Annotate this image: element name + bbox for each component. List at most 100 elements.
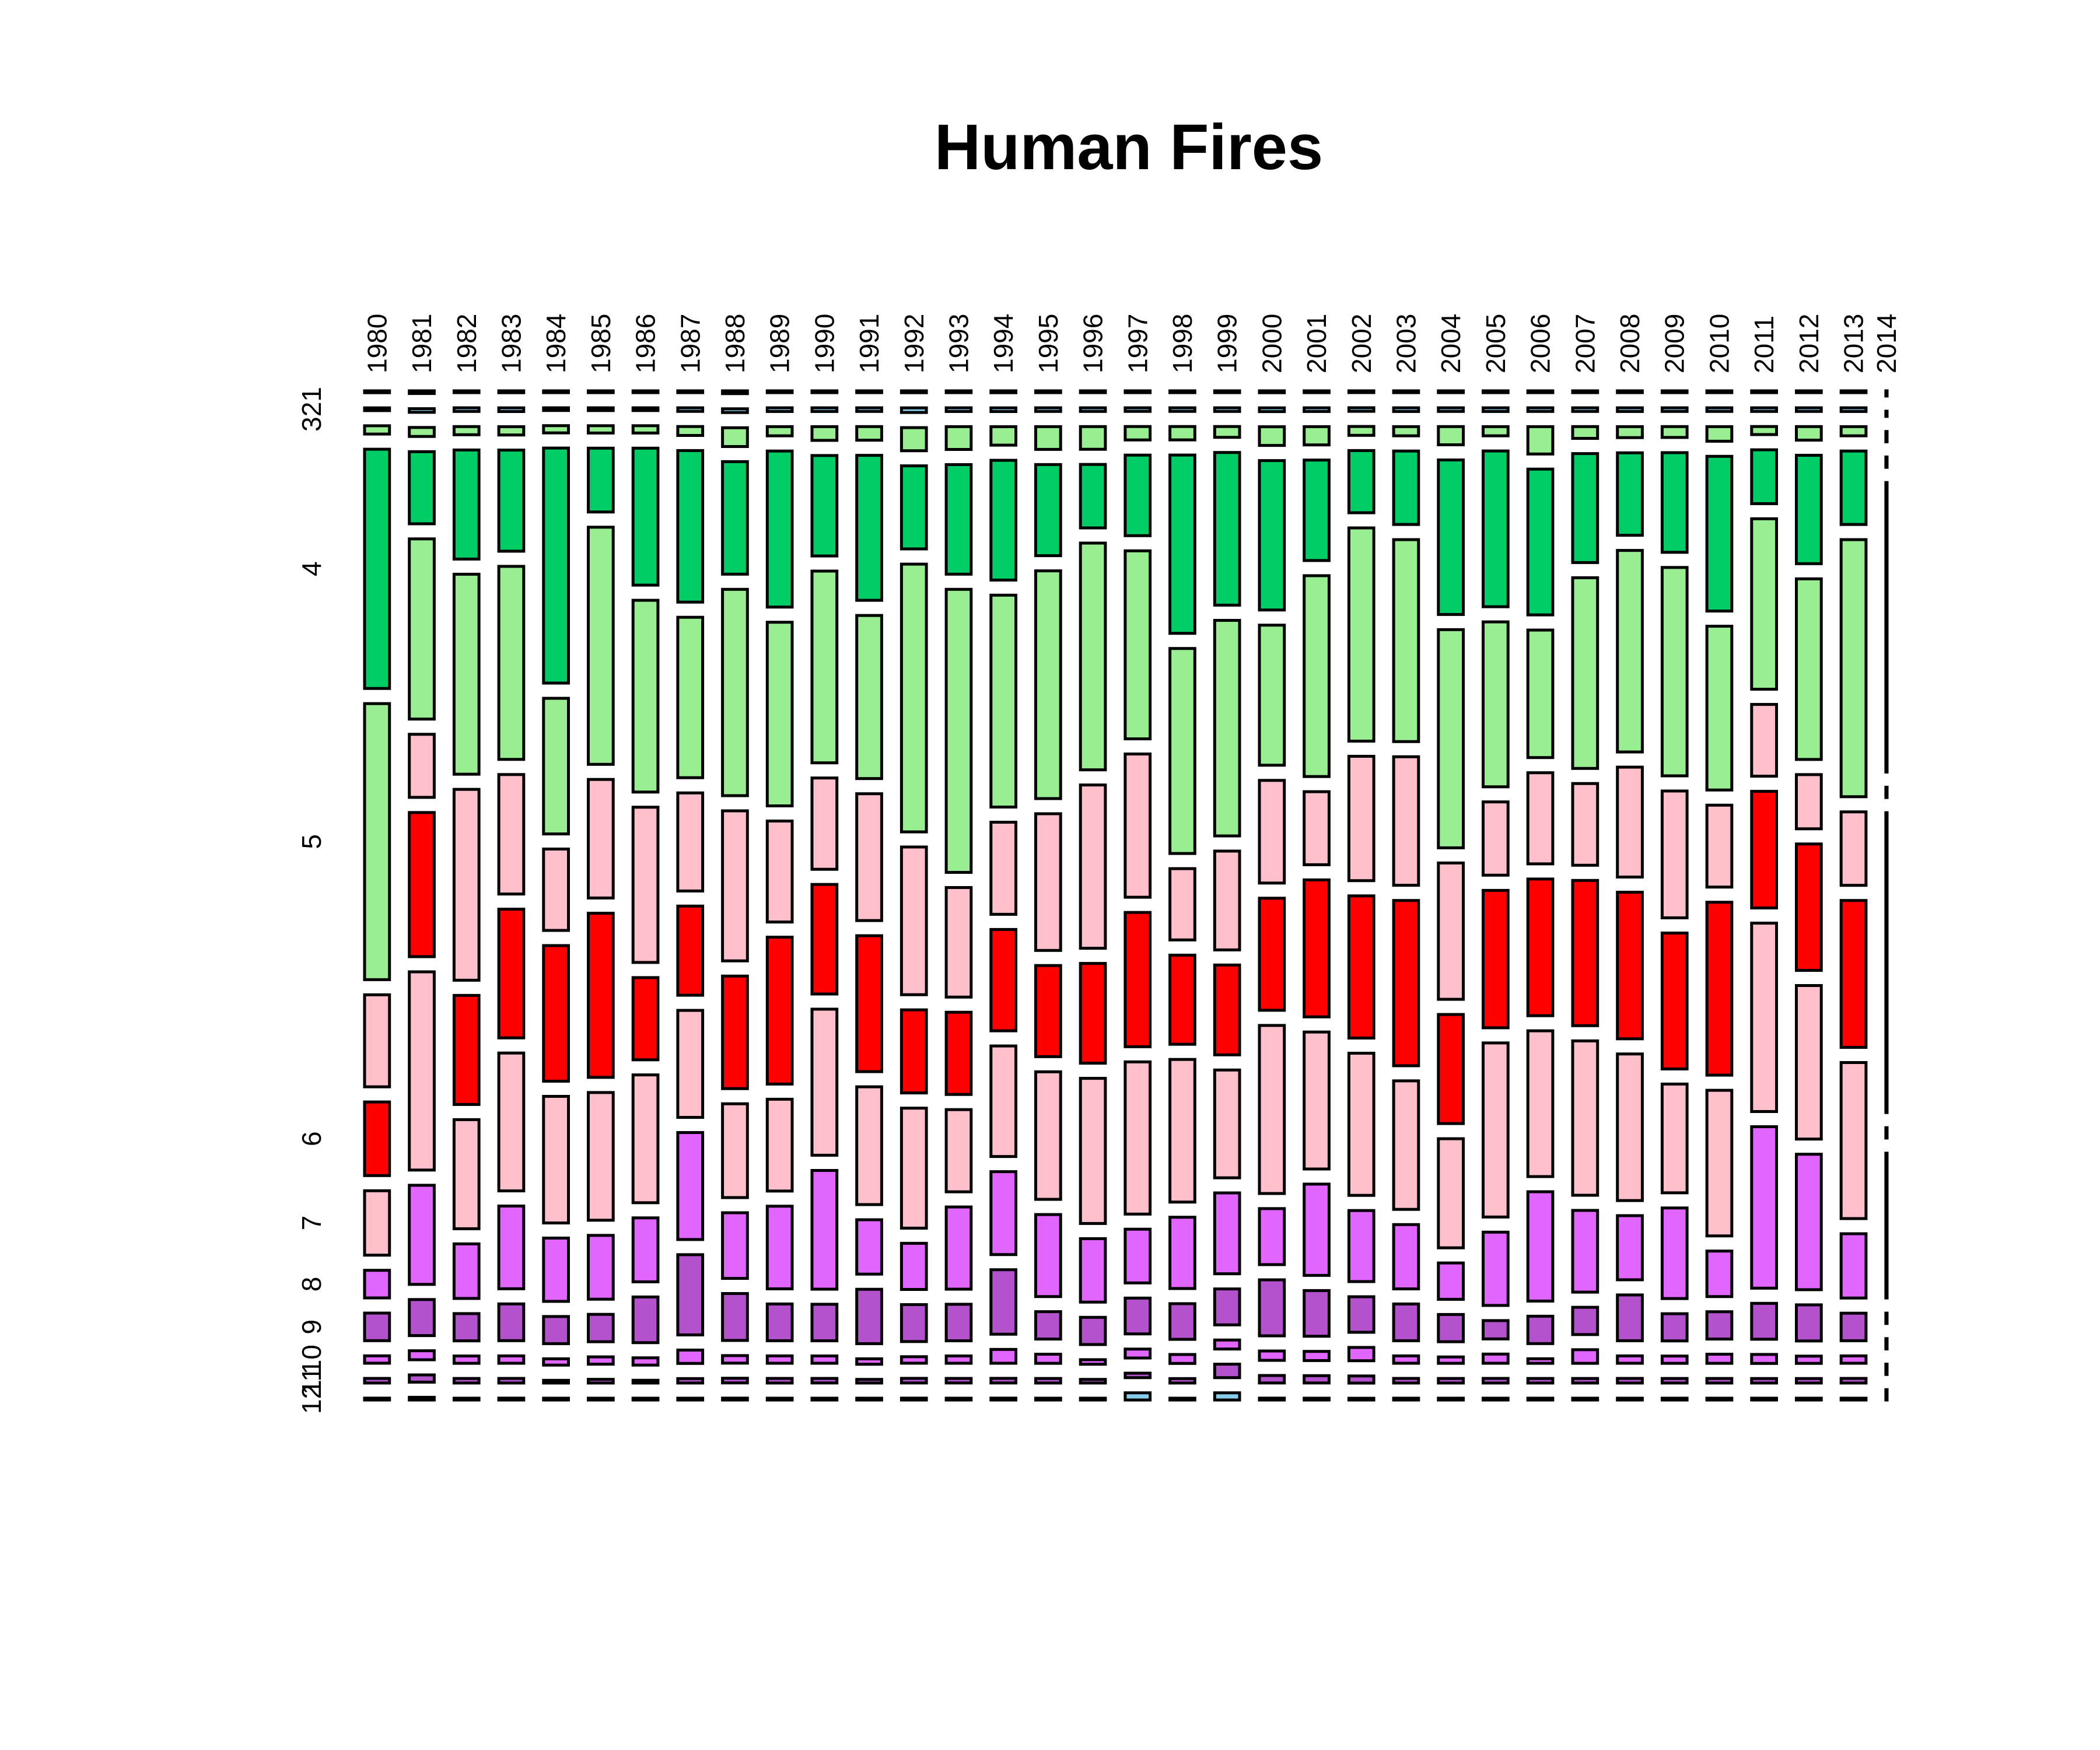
mosaic-cell-2011-8 (1750, 922, 1779, 1113)
mosaic-cell-2014-2 (1884, 410, 1889, 418)
mosaic-cell-2012-8 (1795, 984, 1823, 1141)
mosaic-cell-2001-2 (1303, 406, 1331, 413)
mosaic-cell-1994-8 (989, 1044, 1018, 1158)
mosaic-cell-1998-11 (1168, 1353, 1196, 1365)
mosaic-cell-1991-1 (855, 389, 883, 394)
chart-title: Human Fires (935, 111, 1323, 183)
mosaic-cell-1998-9 (1168, 1216, 1196, 1290)
mosaic-cell-1985-4 (587, 446, 615, 514)
mosaic-cell-2007-2 (1571, 406, 1600, 413)
mosaic-cell-2012-4 (1795, 454, 1823, 565)
mosaic-cell-1997-7 (1124, 911, 1152, 1048)
mosaic-cell-2000-8 (1258, 1024, 1286, 1195)
mosaic-cell-2000-1 (1258, 389, 1286, 394)
mosaic-cell-1999-7 (1213, 963, 1241, 1056)
mosaic-cell-2010-10 (1705, 1310, 1734, 1340)
mosaic-cell-1987-9 (676, 1131, 705, 1241)
mosaic-cell-2014-5 (1884, 481, 1889, 774)
mosaic-cell-1987-13 (676, 1396, 705, 1402)
mosaic-cell-1980-4 (363, 447, 391, 690)
mosaic-cell-2007-5 (1571, 576, 1600, 770)
mosaic-cell-1980-9 (363, 1269, 391, 1300)
mosaic-cell-1980-11 (363, 1354, 391, 1365)
mosaic-cell-1984-3 (542, 424, 570, 435)
mosaic-cell-2004-4 (1437, 459, 1465, 616)
mosaic-cell-1988-6 (721, 809, 749, 963)
mosaic-cell-1983-4 (497, 449, 526, 553)
mosaic-cell-1994-3 (989, 425, 1018, 447)
mosaic-cell-1981-12 (408, 1373, 436, 1384)
mosaic-cell-1987-4 (676, 449, 705, 604)
mosaic-cell-1995-5 (1034, 569, 1062, 800)
mosaic-cell-2009-4 (1660, 451, 1689, 554)
mosaic-cell-1997-4 (1124, 453, 1152, 537)
mosaic-cell-1997-12 (1124, 1371, 1152, 1380)
mosaic-cell-2011-11 (1750, 1353, 1779, 1365)
x-tick-label-1992: 1992 (899, 314, 929, 373)
mosaic-cell-2011-10 (1750, 1301, 1779, 1341)
mosaic-cell-1983-11 (497, 1354, 526, 1365)
mosaic-cell-1996-8 (1079, 1077, 1107, 1225)
mosaic-cell-1991-4 (855, 454, 883, 602)
mosaic-cell-2003-1 (1392, 389, 1420, 394)
mosaic-cell-2006-6 (1526, 771, 1555, 866)
mosaic-cell-2007-12 (1571, 1377, 1600, 1385)
mosaic-cell-2005-7 (1482, 888, 1510, 1030)
mosaic-cell-1987-12 (676, 1377, 705, 1385)
x-tick-label-2012: 2012 (1794, 314, 1824, 373)
mosaic-cell-1981-9 (408, 1184, 436, 1286)
mosaic-cell-1988-10 (721, 1292, 749, 1342)
mosaic-cell-1987-2 (676, 406, 705, 413)
mosaic-cell-1993-1 (944, 389, 973, 394)
mosaic-cell-1988-5 (721, 587, 749, 797)
mosaic-cell-2008-8 (1616, 1052, 1644, 1202)
mosaic-cell-1993-12 (944, 1377, 973, 1385)
x-tick-label-2014: 2014 (1871, 314, 1902, 373)
mosaic-cell-1986-10 (631, 1295, 660, 1345)
mosaic-cell-1994-13 (989, 1396, 1018, 1402)
mosaic-cell-1984-2 (542, 406, 570, 412)
mosaic-cell-2000-12 (1258, 1374, 1286, 1385)
mosaic-cell-2001-11 (1303, 1350, 1331, 1362)
mosaic-cell-2010-9 (1705, 1250, 1734, 1298)
mosaic-cell-2009-12 (1660, 1377, 1689, 1385)
mosaic-cell-1990-3 (810, 425, 839, 442)
mosaic-cell-2011-7 (1750, 790, 1779, 909)
mosaic-cell-2012-13 (1795, 1396, 1823, 1402)
mosaic-cell-1986-7 (631, 976, 660, 1062)
mosaic-cell-2009-1 (1660, 389, 1689, 394)
y-tick-label-5: 5 (296, 834, 327, 849)
x-tick-label-1989: 1989 (765, 314, 795, 373)
mosaic-cell-2012-6 (1795, 773, 1823, 831)
mosaic-cell-2010-13 (1705, 1396, 1734, 1402)
mosaic-cell-1982-4 (452, 448, 481, 561)
mosaic-cell-2007-10 (1571, 1306, 1600, 1336)
mosaic-cell-1982-11 (452, 1354, 481, 1365)
mosaic-cell-1982-8 (452, 1118, 481, 1230)
x-tick-label-2005: 2005 (1480, 314, 1511, 373)
mosaic-cell-2003-3 (1392, 425, 1420, 438)
mosaic-cell-1981-11 (408, 1349, 436, 1362)
mosaic-cell-1999-4 (1213, 451, 1241, 607)
mosaic-cell-1996-9 (1079, 1237, 1107, 1304)
mosaic-cell-1996-13 (1079, 1396, 1107, 1402)
mosaic-cell-1983-5 (497, 565, 526, 761)
mosaic-cell-1996-7 (1079, 962, 1107, 1065)
mosaic-cell-2013-2 (1839, 406, 1868, 413)
mosaic-cell-2002-9 (1347, 1209, 1376, 1283)
mosaic-cell-2001-8 (1303, 1030, 1331, 1171)
mosaic-cell-1999-5 (1213, 619, 1241, 838)
mosaic-cell-2006-8 (1526, 1029, 1555, 1178)
y-tick-label-7: 7 (296, 1216, 327, 1231)
mosaic-cell-1985-7 (587, 912, 615, 1079)
mosaic-cell-2005-11 (1482, 1352, 1510, 1365)
mosaic-cell-2013-7 (1839, 899, 1868, 1049)
mosaic-cell-1992-12 (900, 1377, 928, 1385)
mosaic-cell-2001-7 (1303, 878, 1331, 1019)
mosaic-cell-1995-10 (1034, 1310, 1062, 1341)
mosaic-cell-2000-5 (1258, 624, 1286, 767)
mosaic-cell-1995-11 (1034, 1353, 1062, 1365)
mosaic-cell-2006-12 (1526, 1377, 1555, 1385)
